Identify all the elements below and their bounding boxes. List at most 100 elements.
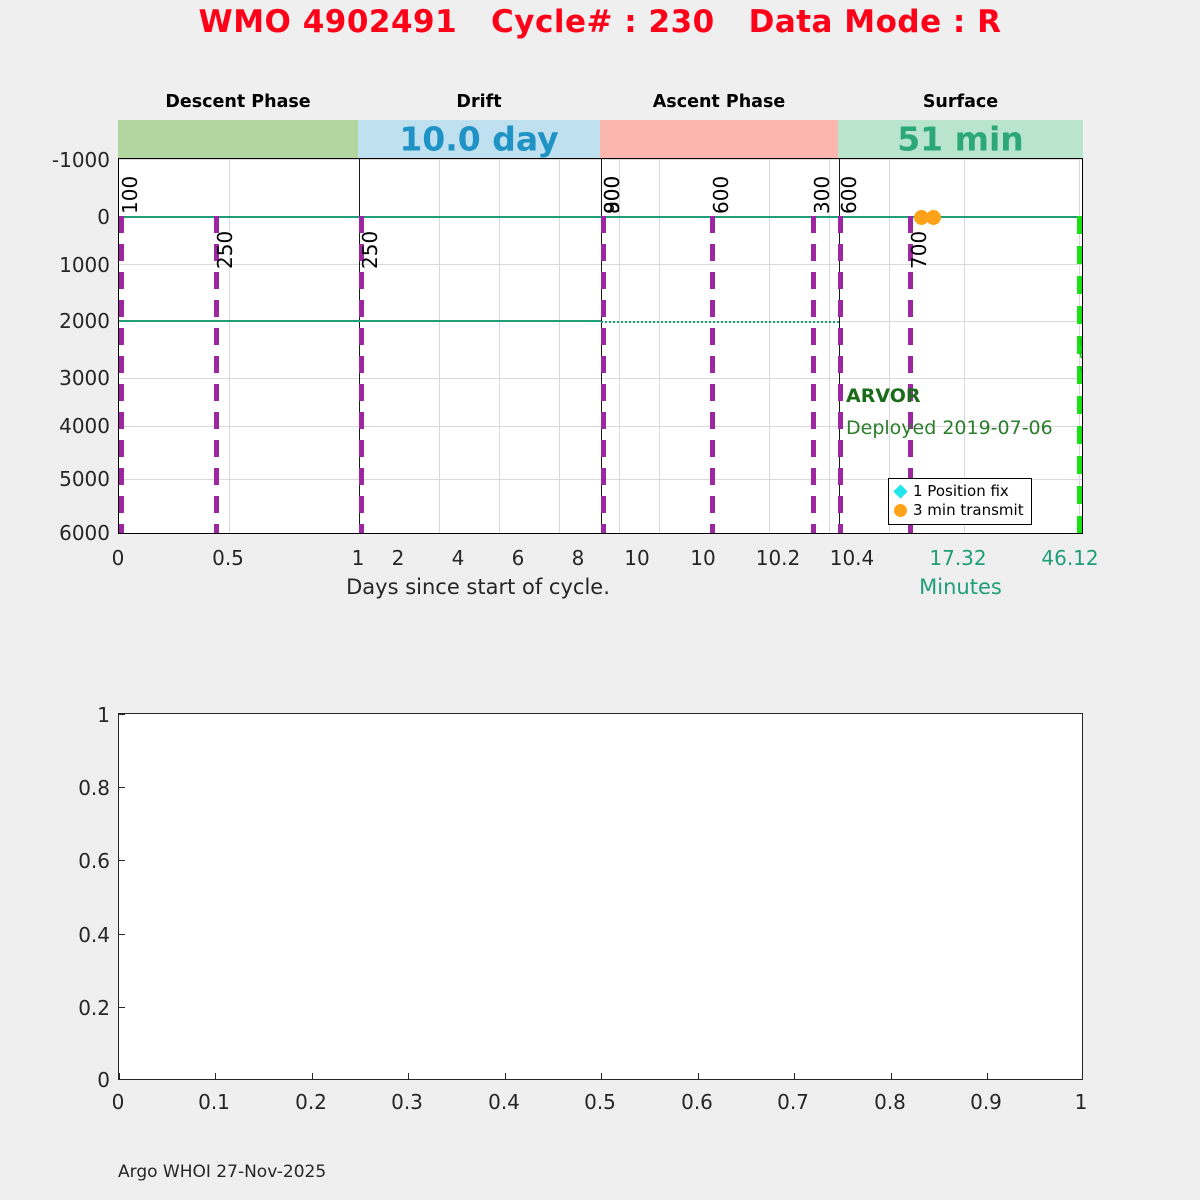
gridline-v-6: [559, 159, 560, 533]
reference-line-park-2000m-dotted: [601, 321, 839, 323]
event-line-250-a: [214, 216, 219, 533]
phase-band-label-drift: 10.0 day: [399, 119, 559, 159]
ytick-1000: 1000: [59, 253, 110, 277]
event-line-green-surface: [1077, 216, 1082, 533]
event-label-250-b: 250: [358, 230, 382, 269]
plot2-xtick-1: 1: [1074, 1090, 1088, 1114]
xtick-10.4: 10.4: [829, 546, 875, 570]
plot2-xtick-mark-0.5: [601, 1073, 602, 1079]
plot2-ytick-0.6: 0.6: [78, 849, 110, 873]
gridline-v-4: [499, 159, 500, 533]
phase-band-label-surface: 51 min: [897, 119, 1024, 159]
xtick-10a: 10: [624, 546, 650, 570]
x-axis-label-days: Days since start of cycle.: [346, 575, 610, 599]
xtick-46.12: 46.12: [1041, 546, 1099, 570]
diamond-icon: [893, 484, 908, 499]
plot2-xtick-0.8: 0.8: [874, 1090, 906, 1114]
plot2-xtick-mark-0.1: [215, 1073, 216, 1079]
plot2-xtick-0.4: 0.4: [488, 1090, 520, 1114]
gridline-v-10.0: [769, 159, 770, 533]
legend-item-transmit: 3 min transmit: [894, 501, 1024, 520]
float-deploy-label: Deployed 2019-07-06: [846, 417, 1053, 439]
event-line-600-b: [838, 216, 843, 533]
plot2-ytick-mark-0: [119, 1079, 125, 1080]
event-line-700: [908, 216, 913, 533]
xtick-2: 2: [391, 546, 405, 570]
float-model-label: ARVOR: [846, 385, 921, 407]
xtick-8: 8: [571, 546, 585, 570]
ytick-4000: 4000: [59, 414, 110, 438]
plot2-xtick-mark-1: [1082, 1073, 1083, 1079]
ytick-n1000: -1000: [51, 148, 110, 172]
xtick-10.2: 10.2: [755, 546, 801, 570]
event-line-800-900: [601, 216, 606, 533]
plot2-ytick-mark-1: [119, 714, 125, 715]
plot2-xtick-0.1: 0.1: [198, 1090, 230, 1114]
gridline-h-4000: [119, 426, 1082, 427]
gridline-h-n1000: [119, 159, 1082, 160]
ytick-5000: 5000: [59, 467, 110, 491]
transmit-point-1: [914, 210, 929, 225]
xtick-6: 6: [511, 546, 525, 570]
xtick-17.32: 17.32: [929, 546, 987, 570]
event-label-green-1: 1: [1076, 361, 1082, 374]
xtick-0: 0: [111, 546, 125, 570]
gridline-h-3000: [119, 378, 1082, 379]
x-axis-label-minutes: Minutes: [919, 575, 1002, 599]
gridline-v-8: [619, 159, 620, 533]
legend-item-position-fix: 1 Position fix: [893, 482, 1024, 501]
ytick-6000: 6000: [59, 521, 110, 545]
event-label-600-a: 600: [709, 175, 733, 214]
event-line-250-b: [359, 216, 364, 533]
plot2-ytick-0.8: 0.8: [78, 776, 110, 800]
plot2-xtick-0.9: 0.9: [970, 1090, 1002, 1114]
reference-line-surface-0m: [119, 216, 1082, 218]
plot2-xtick-mark-0: [119, 1073, 120, 1079]
event-label-100: 100: [119, 175, 142, 214]
plot2-xtick-mark-0.6: [698, 1073, 699, 1079]
phase-heading-surface: Surface: [922, 92, 999, 112]
xtick-1: 1: [351, 546, 365, 570]
ytick-2000: 2000: [59, 309, 110, 333]
plot2-ytick-0.4: 0.4: [78, 923, 110, 947]
plot2-xtick-0.2: 0.2: [295, 1090, 327, 1114]
phase-heading-drift: Drift: [456, 92, 502, 112]
transmit-point-2: [926, 210, 941, 225]
legend-label-transmit: 3 min transmit: [913, 501, 1024, 519]
plot2-xtick-0: 0: [111, 1090, 125, 1114]
y-axis-ticks: -1000 0 1000 2000 3000 4000 5000 6000: [20, 0, 110, 560]
plot2-xtick-0.3: 0.3: [391, 1090, 423, 1114]
plot2-ytick-0.2: 0.2: [78, 996, 110, 1020]
plot2-xtick-mark-0.9: [987, 1073, 988, 1079]
gridline-v-17.32: [964, 159, 965, 533]
plot2-xtick-mark-0.2: [312, 1073, 313, 1079]
footer-credit: Argo WHOI 27-Nov-2025: [118, 1162, 327, 1182]
plot2-ytick-0: 0: [97, 1068, 110, 1092]
event-label-700: 700: [907, 230, 931, 269]
event-line-600-a: [710, 216, 715, 533]
event-label-900: 900: [600, 175, 624, 214]
plot2-ytick-mark-0.8: [119, 787, 125, 788]
legend-label-position-fix: 1 Position fix: [913, 482, 1009, 500]
gridline-v-2: [439, 159, 440, 533]
plot2-ytick-1: 1: [97, 703, 110, 727]
gridline-h-5000: [119, 479, 1082, 480]
gridline-v-10a: [659, 159, 660, 533]
xtick-4: 4: [451, 546, 465, 570]
plot2-xtick-0.7: 0.7: [777, 1090, 809, 1114]
phase-band-drift: 10.0 day: [358, 120, 600, 158]
plot-legend: 1 Position fix 3 min transmit: [888, 478, 1032, 525]
phase-band-ascent: [600, 120, 838, 158]
gridline-v-0.5: [229, 159, 230, 533]
gridline-v-10.2: [829, 159, 830, 533]
plot2-xtick-0.6: 0.6: [681, 1090, 713, 1114]
gridline-h-1000: [119, 264, 1082, 265]
phase-band-descent: [118, 120, 358, 158]
plot2-xtick-mark-0.7: [794, 1073, 795, 1079]
event-label-300: 300: [810, 175, 834, 214]
gridline-v-10.4: [889, 159, 890, 533]
plot2-ytick-mark-0.4: [119, 934, 125, 935]
plot2-xtick-0.5: 0.5: [584, 1090, 616, 1114]
event-label-250-a: 250: [213, 230, 237, 269]
phase-band-surface: 51 min: [838, 120, 1083, 158]
